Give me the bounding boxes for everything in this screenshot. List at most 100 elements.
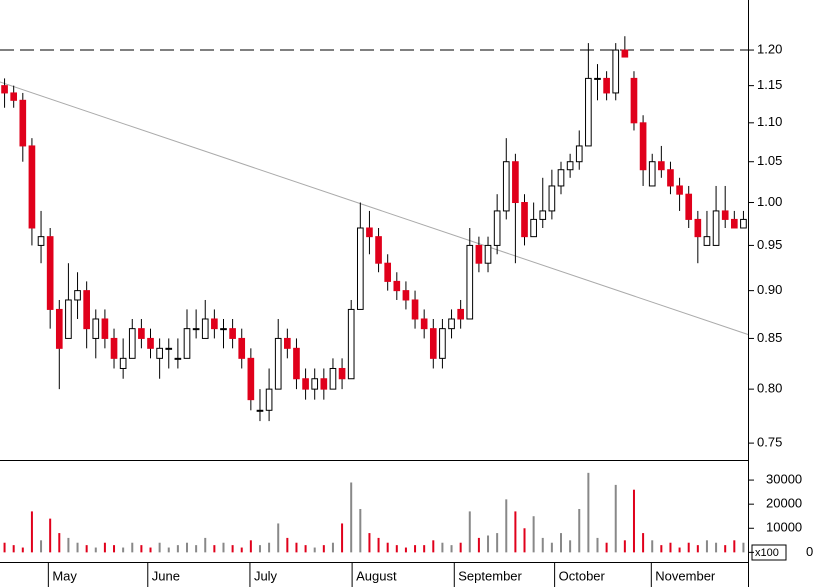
y-tick-label: 0.75 <box>757 435 782 450</box>
volume-bar <box>167 547 170 553</box>
volume-bar <box>295 542 298 553</box>
volume-bar <box>432 540 435 553</box>
candle-body <box>740 218 747 229</box>
volume-bar <box>569 540 572 553</box>
candle-body <box>311 378 319 390</box>
candle-body <box>302 378 309 390</box>
candle-body <box>448 318 455 330</box>
candle-body <box>37 236 45 246</box>
y-tick-label: 1.20 <box>757 41 782 56</box>
candle-body <box>1 85 8 94</box>
volume-bar <box>21 547 24 553</box>
x-tick-label: May <box>52 568 77 583</box>
x-tick-label: July <box>254 568 278 583</box>
candle-body <box>256 409 264 412</box>
volume-bar <box>578 508 581 553</box>
volume-bar <box>176 545 179 553</box>
candle-body <box>694 218 702 238</box>
candle-body <box>594 77 601 80</box>
volume-bar <box>103 542 106 553</box>
volume-bar <box>468 511 471 553</box>
volume-unit: x100 <box>755 547 779 559</box>
volume-bar <box>614 484 617 553</box>
candle-body <box>420 318 428 330</box>
candle-body <box>502 161 510 212</box>
volume-tick-label: 30000 <box>766 472 802 487</box>
volume-bar <box>642 533 645 553</box>
candle-body <box>484 244 492 264</box>
volume-bar <box>341 523 344 553</box>
volume-bar <box>195 545 198 553</box>
trendline <box>0 81 749 335</box>
candle-body <box>347 308 355 380</box>
volume-bar <box>331 542 334 553</box>
candle-body <box>101 318 109 339</box>
volume-bar <box>131 542 134 553</box>
candle-body <box>648 161 656 187</box>
x-tick-label: June <box>152 568 180 583</box>
volume-tick-label: 0 <box>806 544 813 559</box>
y-tick-label: 0.85 <box>757 330 782 345</box>
volume-bar <box>696 545 699 553</box>
volume-bar <box>733 540 736 553</box>
volume-bar <box>286 537 289 553</box>
candle-body <box>183 328 191 359</box>
candle-body <box>293 347 300 380</box>
candle-body <box>329 367 337 390</box>
candle-body <box>603 77 610 94</box>
volume-bar <box>514 511 517 553</box>
candle-body <box>439 328 446 359</box>
volume-bar <box>258 545 261 553</box>
volume-bar <box>587 472 590 553</box>
candle-body <box>83 290 90 330</box>
volume-bar <box>687 542 690 553</box>
volume-bar <box>742 542 745 553</box>
candle-body <box>211 318 218 330</box>
volume-bar <box>623 540 626 553</box>
volume-bar <box>377 537 380 553</box>
candle-body <box>201 318 209 339</box>
volume-bar <box>414 545 417 553</box>
candle-body <box>493 210 501 246</box>
volume-bar <box>359 508 362 553</box>
candle-body <box>411 299 419 320</box>
y-tick-label: 0.80 <box>757 381 782 396</box>
candle-body <box>548 185 556 212</box>
volume-bar <box>660 545 663 553</box>
candle-body <box>429 328 437 359</box>
candle-body <box>557 169 565 187</box>
y-tick-label: 0.90 <box>757 282 782 297</box>
volume-bar <box>596 537 599 553</box>
candle-body <box>402 290 410 301</box>
candle-body <box>393 280 401 292</box>
y-tick-label: 1.05 <box>757 153 782 168</box>
candle-body <box>284 337 291 349</box>
volume-bar <box>12 545 15 553</box>
candle-body <box>712 210 720 246</box>
candle-body <box>703 236 711 246</box>
volume-bar <box>669 542 672 553</box>
candle-body <box>138 328 145 339</box>
candle-body <box>229 328 236 339</box>
volume-bar <box>240 547 243 553</box>
volume-bar <box>632 489 635 553</box>
volume-bar <box>213 545 216 553</box>
candle-body <box>274 337 282 390</box>
candle-body <box>639 122 647 171</box>
candle-body <box>174 357 182 360</box>
volume-bar <box>113 545 116 553</box>
volume-bar <box>204 537 207 553</box>
candle-body <box>457 308 464 320</box>
volume-bar <box>158 542 161 553</box>
volume-bar <box>350 482 353 553</box>
candle-body <box>192 328 200 331</box>
candle-body <box>676 185 683 195</box>
volume-bar <box>715 542 718 553</box>
candle-body <box>384 262 392 282</box>
volume-bar <box>441 542 444 553</box>
volume-tick-label: 20000 <box>766 496 802 511</box>
candle-body <box>46 236 54 310</box>
volume-bar <box>550 542 553 553</box>
volume-bar <box>651 540 654 553</box>
volume-bar <box>560 533 562 553</box>
